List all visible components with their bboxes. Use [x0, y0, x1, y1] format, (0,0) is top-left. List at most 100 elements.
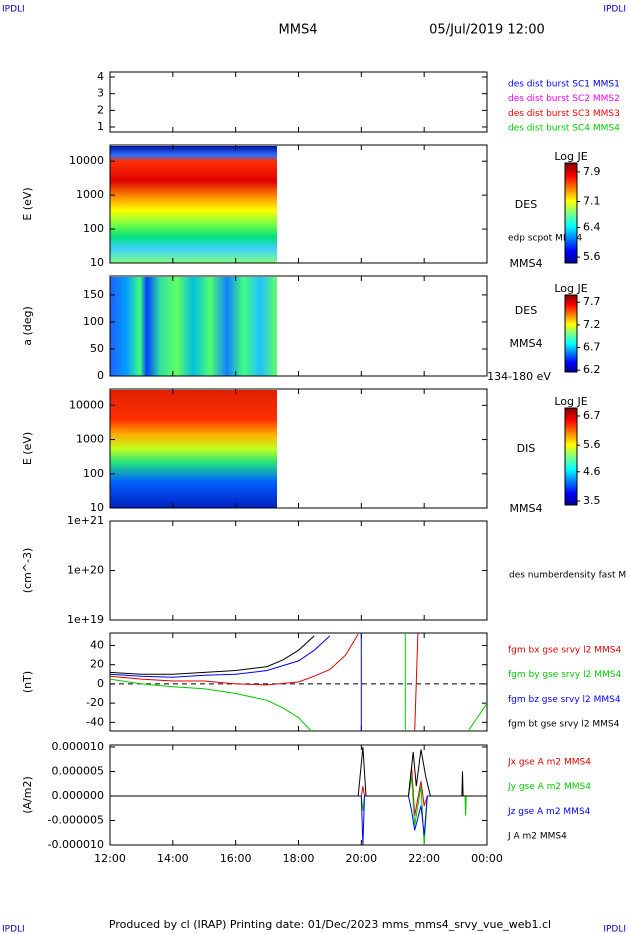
colorbar-tick-label: 7.9 — [583, 165, 601, 178]
y-tick-label: -0.000005 — [48, 813, 104, 826]
y-tick-label: 50 — [90, 342, 104, 355]
x-tick-label: 22:00 — [408, 852, 440, 865]
date: 05/Jul/2019 12:00 — [429, 23, 545, 38]
y-tick-label: -0.000010 — [48, 838, 104, 851]
colorbar-label: Log JE — [554, 150, 587, 163]
colorbar-tick-label: 5.6 — [583, 250, 601, 263]
y-tick-label: 0.000010 — [52, 740, 105, 753]
y-tick-label: 100 — [83, 315, 104, 328]
panel-frame — [109, 520, 488, 621]
corner-label: IPDLI — [2, 5, 25, 15]
series-line — [109, 632, 419, 732]
series-line — [109, 635, 315, 675]
y-tick-label: 0.000000 — [52, 789, 105, 802]
x-tick-label: 18:00 — [283, 852, 315, 865]
y-tick-label: 10000 — [69, 154, 104, 167]
colorbar-tick-label: 6.7 — [583, 341, 601, 354]
annotation: 134-180 eV — [487, 370, 551, 383]
spectrogram-image — [110, 277, 277, 376]
legend-entry: des dist burst SC4 MMS4 — [508, 124, 620, 134]
x-tick-label: 00:00 — [471, 852, 503, 865]
series-line — [110, 795, 487, 846]
y-tick-label: 2 — [97, 103, 104, 116]
annotation: des numberdensity fast M — [509, 571, 626, 581]
spectrogram-image — [110, 390, 277, 508]
y-tick-label: -20 — [86, 696, 104, 709]
annotation: MMS4 — [510, 502, 543, 515]
x-tick-label: 16:00 — [220, 852, 252, 865]
legend-entry: fgm bz gse srvy l2 MMS4 — [508, 695, 621, 705]
colorbar — [564, 407, 578, 506]
legend-entry: des dist burst SC1 MMS1 — [508, 80, 620, 90]
y-tick-label: 1e+19 — [67, 613, 104, 626]
y-tick-label: 40 — [90, 638, 104, 651]
legend-entry: fgm bx gse srvy l2 MMS4 — [508, 646, 621, 656]
title: MMS4 — [279, 23, 318, 38]
y-tick-label: 150 — [83, 288, 104, 301]
annotation: MMS4 — [510, 257, 543, 270]
corner-label: IPDLI — [603, 925, 626, 934]
annotation: DIS — [517, 442, 536, 455]
colorbar — [564, 162, 578, 264]
footer: Produced by cl (IRAP) Printing date: 01/… — [109, 918, 551, 931]
legend-entry: Jz gse A m2 MMS4 — [507, 807, 591, 817]
colorbar-tick-label: 4.6 — [583, 465, 601, 478]
x-tick-label: 12:00 — [94, 852, 126, 865]
colorbar-label: Log JE — [554, 395, 587, 408]
y-tick-label: 0 — [97, 369, 104, 382]
colorbar-tick-label: 6.2 — [583, 363, 601, 376]
panel-frame — [109, 71, 488, 133]
colorbar — [564, 294, 578, 373]
annotation: MMS4 — [510, 337, 543, 350]
series-line — [110, 776, 487, 846]
colorbar-tick-label: 6.4 — [583, 220, 601, 233]
y-tick-label: 10000 — [69, 398, 104, 411]
colorbar-label: Log JE — [554, 282, 587, 295]
colorbar-tick-label: 5.6 — [583, 438, 601, 451]
y-tick-label: 20 — [90, 658, 104, 671]
legend-entry: J A m2 MMS4 — [507, 832, 567, 842]
annotation: DES — [515, 304, 537, 317]
legend-entry: fgm by gse srvy l2 MMS4 — [508, 670, 621, 680]
y-tick-label: 100 — [83, 222, 104, 235]
colorbar-tick-label: 7.1 — [583, 195, 601, 208]
y-tick-label: 1000 — [76, 433, 104, 446]
series-line — [110, 746, 487, 797]
annotation: DES — [515, 198, 537, 211]
y-tick-label: 0.000005 — [52, 764, 105, 777]
y-axis-label: (cm^-3) — [21, 548, 34, 594]
y-tick-label: 1000 — [76, 188, 104, 201]
y-tick-label: 0 — [97, 677, 104, 690]
y-tick-label: 3 — [97, 87, 104, 100]
y-tick-label: 10 — [90, 501, 104, 514]
y-tick-label: -40 — [86, 715, 104, 728]
y-axis-label: E (eV) — [21, 187, 34, 220]
colorbar-tick-label: 3.5 — [583, 494, 601, 507]
x-tick-label: 14:00 — [157, 852, 189, 865]
y-tick-label: 4 — [97, 70, 104, 83]
spectrogram-image — [110, 146, 277, 263]
colorbar-tick-label: 7.2 — [583, 318, 601, 331]
y-axis-label: (nT) — [21, 671, 34, 693]
y-axis-label: (A/m2) — [21, 776, 34, 814]
y-tick-label: 1e+20 — [67, 564, 104, 577]
y-tick-label: 1e+21 — [67, 514, 104, 527]
series-line — [110, 766, 487, 816]
y-axis-label: E (eV) — [21, 432, 34, 465]
legend-entry: fgm bt gse srvy l2 MMS4 — [508, 720, 620, 730]
corner-label: IPDLI — [603, 5, 626, 15]
y-tick-label: 10 — [90, 256, 104, 269]
y-tick-label: 1 — [97, 120, 104, 133]
series-line — [109, 633, 362, 731]
legend-entry: des dist burst SC3 MMS3 — [508, 109, 620, 119]
legend-entry: Jx gse A m2 MMS4 — [507, 758, 591, 768]
y-tick-label: 100 — [83, 467, 104, 480]
legend-entry: Jy gse A m2 MMS4 — [507, 782, 591, 792]
colorbar-tick-label: 6.7 — [583, 409, 601, 422]
x-tick-label: 20:00 — [345, 852, 377, 865]
legend-entry: des dist burst SC2 MMS2 — [508, 94, 620, 104]
y-axis-label: a (deg) — [21, 306, 34, 346]
colorbar-tick-label: 7.7 — [583, 295, 601, 308]
corner-label: IPDLI — [2, 925, 25, 934]
